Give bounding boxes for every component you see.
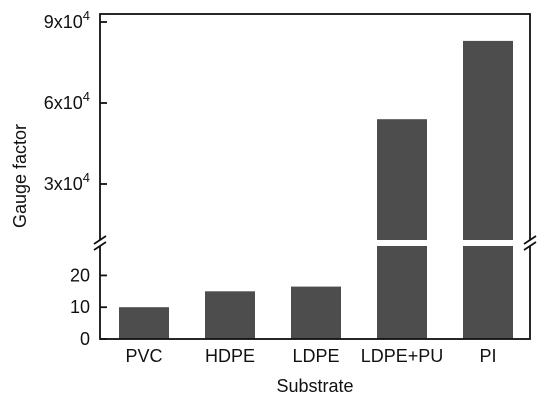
x-ticks: PVC HDPE LDPE LDPE+PU PI <box>125 346 496 366</box>
y-tick-label: 3x104 <box>44 170 90 194</box>
x-tick-label: LDPE <box>292 346 339 366</box>
y-tick-label: 0 <box>80 329 90 349</box>
y-ticks: 0 10 20 3x104 6x104 9x104 <box>44 8 107 349</box>
break-slash <box>93 241 107 251</box>
break-slash <box>523 241 537 251</box>
x-tick-label: HDPE <box>205 346 255 366</box>
bar-pvc <box>119 307 169 339</box>
y-tick-label: 6x104 <box>44 89 90 113</box>
break-slash <box>523 235 537 245</box>
break-slash <box>93 235 107 245</box>
break-gap <box>102 240 528 246</box>
x-tick-label: PI <box>479 346 496 366</box>
break-gap-axis <box>94 240 106 246</box>
y-tick-label: 9x104 <box>44 8 90 32</box>
bar-ldpe-pu <box>377 119 427 339</box>
x-tick-label: LDPE+PU <box>361 346 444 366</box>
bar-ldpe <box>291 286 341 339</box>
y-axis-title: Gauge factor <box>10 124 30 228</box>
break-gap-axis <box>524 240 536 246</box>
x-axis-title: Substrate <box>276 376 353 396</box>
bar-hdpe <box>205 291 255 339</box>
y-tick-label: 20 <box>70 265 90 285</box>
plot-frame <box>99 13 531 340</box>
x-tick-label: PVC <box>125 346 162 366</box>
bars-layer <box>119 40 513 340</box>
axis-break <box>93 235 537 251</box>
y-tick-label: 10 <box>70 297 90 317</box>
bar-pi <box>463 40 513 340</box>
axes-layer <box>99 13 531 340</box>
